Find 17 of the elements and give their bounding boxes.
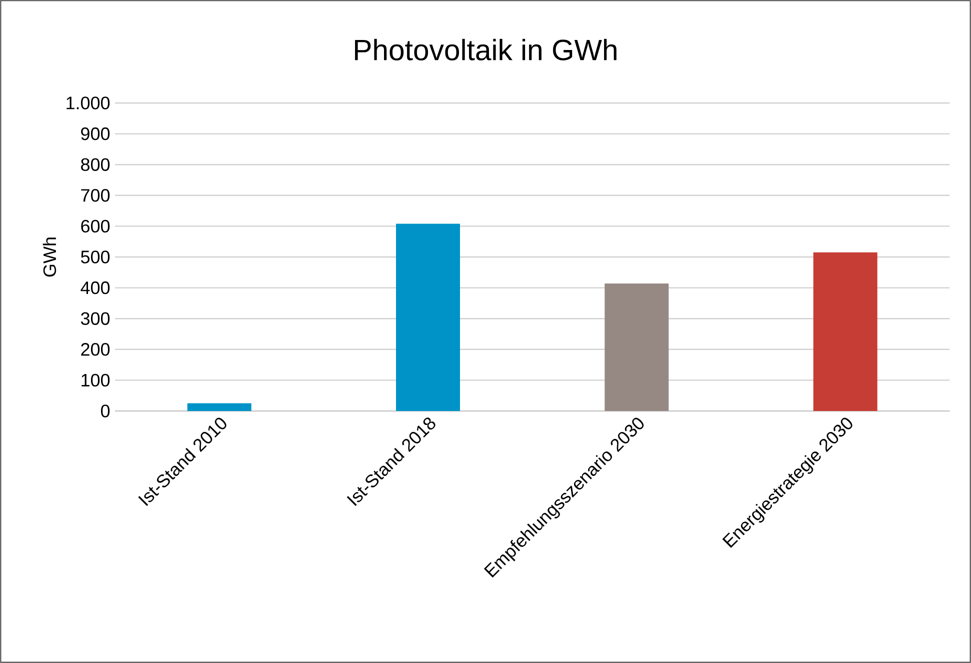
y-tick-label: 900 xyxy=(81,127,110,140)
y-tick-label: 400 xyxy=(80,281,110,294)
y-tick-label: 500 xyxy=(80,250,110,264)
y-tick-label: 600 xyxy=(81,220,110,233)
y-axis-title: GWh xyxy=(42,238,56,277)
y-tick-label: 0 xyxy=(100,404,110,418)
bar xyxy=(813,252,878,411)
y-tick-label: 200 xyxy=(81,343,110,356)
y-tick-label: 300 xyxy=(80,312,110,325)
chart-title: Photovoltaik in GWh xyxy=(355,38,616,60)
bar xyxy=(187,403,252,411)
bar xyxy=(604,283,669,411)
y-tick-label: 1.000 xyxy=(66,96,110,110)
bar xyxy=(396,224,460,411)
y-tick-label: 100 xyxy=(82,374,110,387)
y-tick-label: 800 xyxy=(81,158,110,171)
y-tick-label: 700 xyxy=(81,189,110,202)
